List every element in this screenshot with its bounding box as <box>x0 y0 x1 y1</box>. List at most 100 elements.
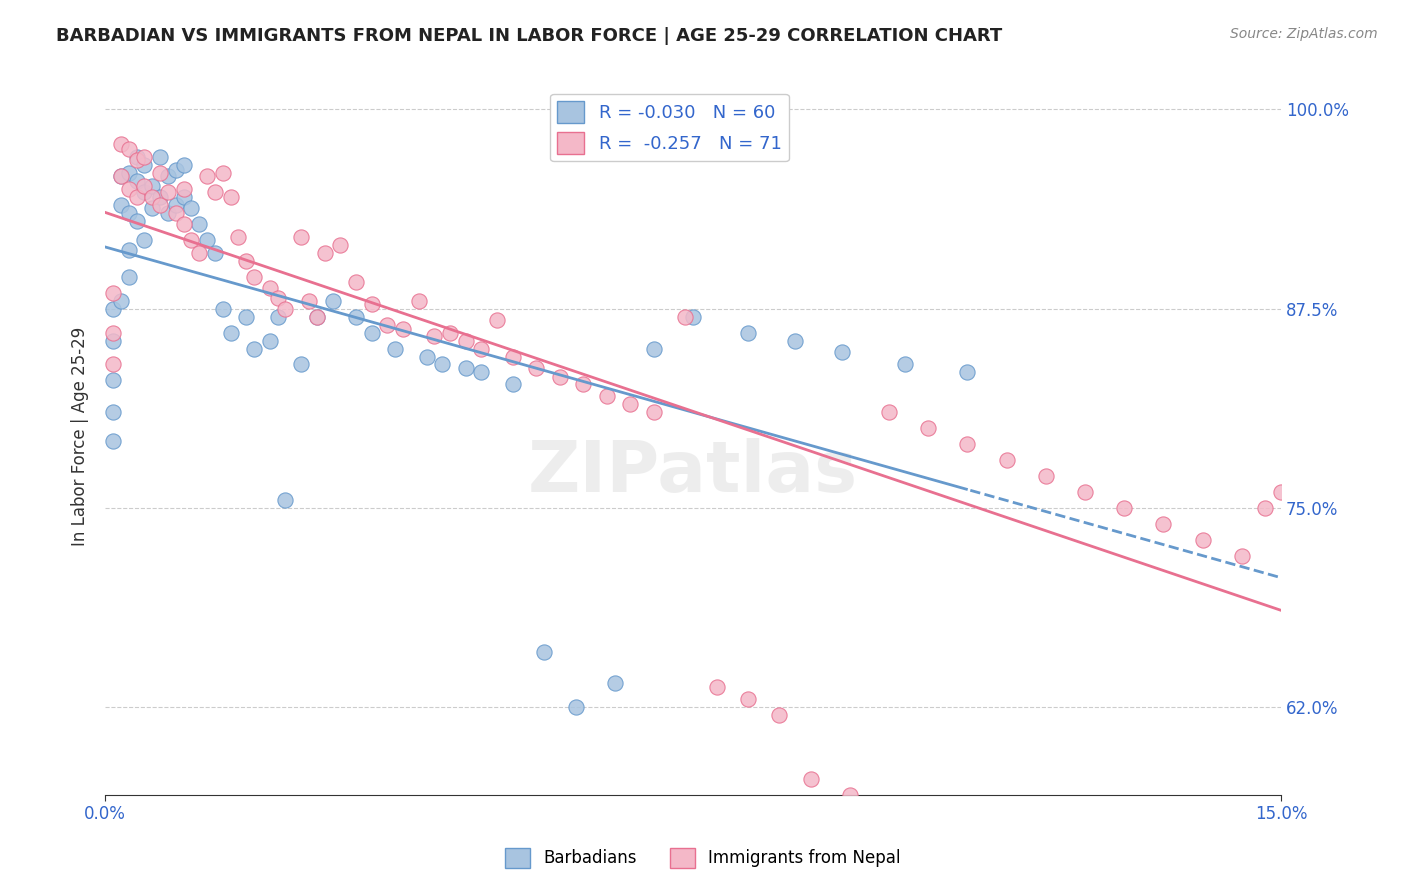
Point <box>893 358 915 372</box>
Point <box>706 680 728 694</box>
Point <box>524 360 547 375</box>
Point <box>956 437 979 451</box>
Point <box>673 310 696 324</box>
Point <box>134 150 156 164</box>
Point <box>995 453 1018 467</box>
Point <box>195 169 218 184</box>
Point <box>877 405 900 419</box>
Point <box>502 376 524 391</box>
Point <box>596 389 619 403</box>
Point <box>274 493 297 508</box>
Point <box>125 190 148 204</box>
Point <box>243 269 266 284</box>
Point <box>392 322 415 336</box>
Point <box>768 708 790 723</box>
Point <box>219 190 242 204</box>
Point <box>125 174 148 188</box>
Point <box>1114 501 1136 516</box>
Point <box>603 676 626 690</box>
Point <box>101 405 124 419</box>
Point <box>344 310 367 324</box>
Point <box>360 297 382 311</box>
Point <box>118 142 141 156</box>
Point <box>305 310 328 324</box>
Point <box>156 206 179 220</box>
Point <box>204 245 226 260</box>
Point <box>1152 516 1174 531</box>
Point <box>917 421 939 435</box>
Point <box>259 334 281 348</box>
Point <box>486 313 509 327</box>
Point <box>235 253 257 268</box>
Point <box>423 328 446 343</box>
Point <box>564 700 586 714</box>
Point <box>619 397 641 411</box>
Point <box>533 644 555 658</box>
Point <box>228 230 250 244</box>
Point <box>156 186 179 200</box>
Point <box>800 772 823 786</box>
Point <box>173 182 195 196</box>
Point <box>110 169 132 184</box>
Point <box>329 238 352 252</box>
Point <box>470 342 492 356</box>
Point <box>783 334 806 348</box>
Point <box>180 233 202 247</box>
Point <box>838 788 860 802</box>
Point <box>134 233 156 247</box>
Point <box>274 301 297 316</box>
Point <box>110 137 132 152</box>
Point <box>219 326 242 340</box>
Point <box>173 217 195 231</box>
Point <box>454 360 477 375</box>
Point <box>1270 485 1292 500</box>
Point <box>360 326 382 340</box>
Point <box>432 358 454 372</box>
Point <box>322 293 344 308</box>
Point <box>101 358 124 372</box>
Point <box>110 198 132 212</box>
Point <box>188 217 211 231</box>
Legend: Barbadians, Immigrants from Nepal: Barbadians, Immigrants from Nepal <box>498 841 908 875</box>
Point <box>831 344 853 359</box>
Point <box>110 293 132 308</box>
Point <box>156 169 179 184</box>
Point <box>211 166 233 180</box>
Point <box>134 158 156 172</box>
Point <box>141 190 163 204</box>
Point <box>188 245 211 260</box>
Point <box>266 291 288 305</box>
Point <box>415 350 437 364</box>
Point <box>1285 461 1308 475</box>
Point <box>243 342 266 356</box>
Point <box>141 178 163 193</box>
Point <box>314 245 336 260</box>
Point <box>548 370 571 384</box>
Point <box>643 405 665 419</box>
Point <box>344 275 367 289</box>
Point <box>259 281 281 295</box>
Point <box>149 198 172 212</box>
Point <box>408 293 430 308</box>
Point <box>101 334 124 348</box>
Point <box>165 198 187 212</box>
Point <box>149 190 172 204</box>
Point <box>266 310 288 324</box>
Point <box>110 169 132 184</box>
Point <box>956 366 979 380</box>
Point <box>305 310 328 324</box>
Point <box>502 350 524 364</box>
Point <box>1074 485 1097 500</box>
Text: ZIPatlas: ZIPatlas <box>529 438 858 507</box>
Point <box>682 310 704 324</box>
Point <box>149 150 172 164</box>
Point <box>1191 533 1213 547</box>
Point <box>454 334 477 348</box>
Point <box>118 166 141 180</box>
Point <box>101 285 124 300</box>
Point <box>173 190 195 204</box>
Point <box>118 182 141 196</box>
Point <box>235 310 257 324</box>
Y-axis label: In Labor Force | Age 25-29: In Labor Force | Age 25-29 <box>72 326 89 546</box>
Point <box>101 301 124 316</box>
